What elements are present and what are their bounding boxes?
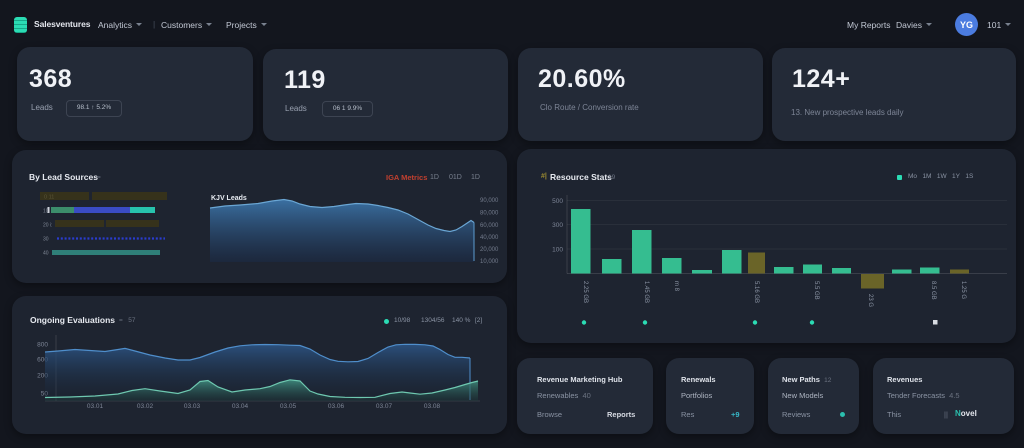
svg-text:23 G: 23 G xyxy=(867,294,873,307)
svg-text:10,000: 10,000 xyxy=(480,259,499,265)
svg-text:600: 600 xyxy=(37,357,48,364)
svg-text:300: 300 xyxy=(552,222,563,229)
svg-text:5.5 GB: 5.5 GB xyxy=(813,281,819,300)
svg-text:10: 10 xyxy=(43,209,49,215)
svg-text:80,000: 80,000 xyxy=(480,211,499,217)
svg-text:03.01: 03.01 xyxy=(87,403,104,410)
svg-text:03.08: 03.08 xyxy=(424,403,441,410)
svg-text:60,000: 60,000 xyxy=(480,223,499,229)
svg-text:03.06: 03.06 xyxy=(328,403,345,410)
svg-text:03.05: 03.05 xyxy=(280,403,297,410)
svg-text:8.5 GB: 8.5 GB xyxy=(930,281,936,300)
svg-text:03.04: 03.04 xyxy=(232,403,249,410)
svg-text:90,000: 90,000 xyxy=(480,198,499,204)
svg-text:03.07: 03.07 xyxy=(376,403,393,410)
svg-text:03.02: 03.02 xyxy=(137,403,154,410)
svg-text:800: 800 xyxy=(37,342,48,349)
svg-text:m 8: m 8 xyxy=(673,281,679,292)
svg-text:03.03: 03.03 xyxy=(184,403,201,410)
svg-text:1.45 GB: 1.45 GB xyxy=(643,281,649,303)
svg-text:40: 40 xyxy=(43,251,49,257)
svg-text:20 i:: 20 i: xyxy=(43,223,52,229)
svg-text:100: 100 xyxy=(552,247,563,254)
svg-text:5.16 GB: 5.16 GB xyxy=(753,281,759,303)
svg-text:50: 50 xyxy=(41,391,49,398)
svg-text:1.25 G: 1.25 G xyxy=(960,281,966,299)
svg-text:2.25 GB: 2.25 GB xyxy=(582,281,588,303)
svg-text:40,000: 40,000 xyxy=(480,235,499,241)
svg-text:200: 200 xyxy=(37,373,48,380)
svg-text:0 11: 0 11 xyxy=(44,195,54,201)
svg-text:500: 500 xyxy=(552,198,563,205)
svg-text:20,000: 20,000 xyxy=(480,247,499,253)
svg-text:30: 30 xyxy=(43,237,49,243)
